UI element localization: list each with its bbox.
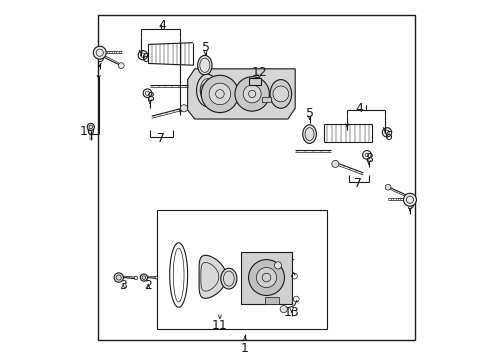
Text: 6: 6 [141,51,148,64]
Bar [248,78,261,85]
Text: 4: 4 [159,19,167,32]
Text: 8: 8 [146,91,154,104]
Circle shape [114,273,123,282]
Text: 4: 4 [356,102,364,115]
Text: 9: 9 [96,51,104,64]
Circle shape [140,274,147,281]
Circle shape [280,306,287,313]
Text: 13: 13 [284,306,299,319]
Bar [262,97,271,102]
Text: 7: 7 [354,177,362,190]
Polygon shape [188,69,295,119]
Circle shape [93,46,106,59]
Circle shape [273,86,289,102]
Ellipse shape [197,55,212,75]
Circle shape [385,184,391,190]
Text: 8: 8 [365,152,373,165]
Circle shape [134,276,138,280]
Circle shape [274,262,282,269]
Circle shape [243,85,261,103]
Circle shape [403,193,416,206]
Ellipse shape [221,268,237,289]
Circle shape [87,123,95,131]
Text: 6: 6 [385,130,392,144]
Text: 11: 11 [212,319,228,332]
Circle shape [235,77,270,111]
Circle shape [209,83,231,105]
Text: 1: 1 [241,342,249,355]
Text: 5: 5 [201,41,210,54]
Text: 9: 9 [406,199,414,212]
Circle shape [332,160,339,167]
Circle shape [119,63,124,68]
Circle shape [155,276,158,279]
Ellipse shape [270,80,292,108]
Circle shape [201,75,239,113]
Bar [98,15,416,339]
Bar [157,211,327,329]
Circle shape [256,267,276,288]
Text: 2: 2 [144,279,152,292]
Circle shape [180,105,188,112]
Text: 12: 12 [251,66,267,79]
Text: 14: 14 [280,252,296,265]
Bar [242,252,292,304]
Text: 7: 7 [157,132,165,145]
Text: 5: 5 [306,107,314,120]
Circle shape [248,260,285,296]
Text: 3: 3 [119,279,127,292]
Ellipse shape [196,74,218,107]
Ellipse shape [303,125,317,143]
Text: 10: 10 [79,125,95,138]
Polygon shape [199,255,226,298]
Bar [265,297,279,304]
